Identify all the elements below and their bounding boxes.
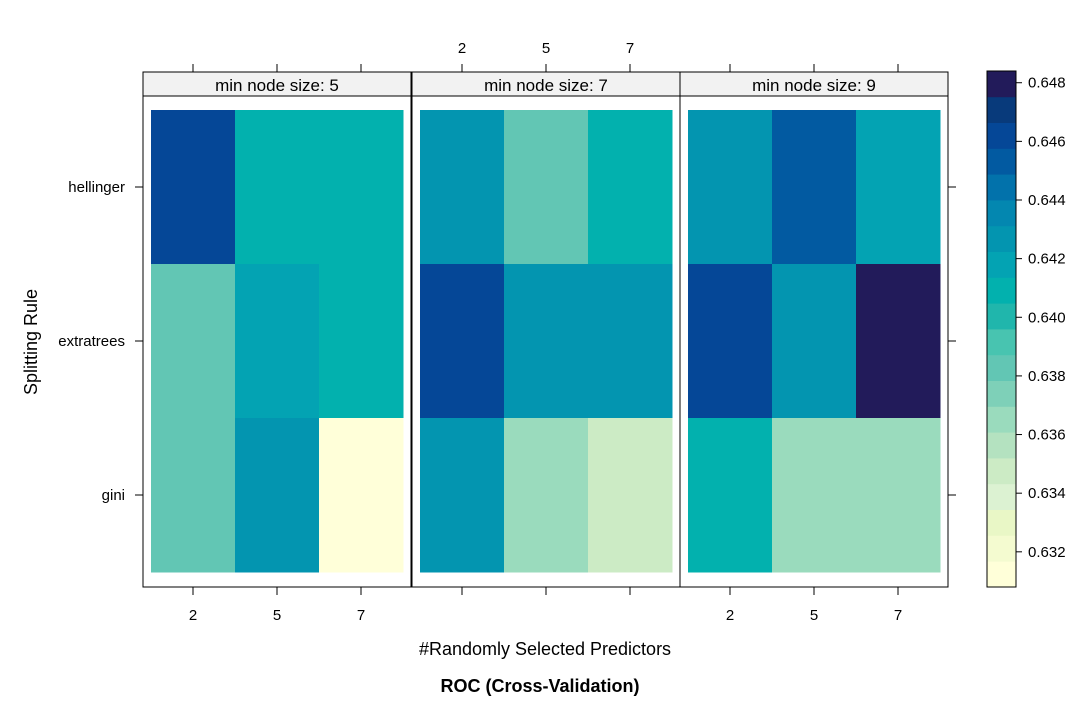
heatmap-cells	[151, 110, 941, 573]
x-tick-label-top: 7	[626, 40, 634, 57]
colorbar-segment	[987, 122, 1016, 149]
heat-cell-3-hellinger-2	[688, 110, 773, 265]
x-tick-label-bottom: 5	[273, 607, 281, 624]
panel-strip-label-2: min node size: 7	[484, 76, 608, 95]
x-tick-label-bottom: 5	[810, 607, 818, 624]
panel-strip-1	[142, 71, 412, 97]
colorbar-segment	[987, 251, 1016, 278]
x-tick-label-bottom: 7	[357, 607, 365, 624]
y-axis-label: Splitting Rule	[21, 289, 41, 395]
colorbar-tick-label: 0.646	[1028, 133, 1066, 150]
colorbar-segment	[987, 225, 1016, 252]
heat-cell-1-hellinger-7	[319, 110, 404, 265]
colorbar-tick-label: 0.644	[1028, 192, 1066, 209]
x-axis-label: #Randomly Selected Predictors	[419, 639, 671, 659]
colorbar-tick-label: 0.648	[1028, 75, 1066, 92]
heat-cell-1-gini-7	[319, 418, 404, 573]
colorbar-tick-label: 0.642	[1028, 251, 1066, 268]
colorbar-segment	[987, 535, 1016, 562]
axes: 2 5 7 2 5 7 2 5 7 hellinger extratrees gini	[58, 40, 956, 624]
colorbar-segment	[987, 458, 1016, 485]
colorbar-segment	[987, 96, 1016, 123]
colorbar-segment	[987, 483, 1016, 510]
heat-cell-1-extratrees-2	[151, 264, 236, 419]
colorbar-tick-label: 0.634	[1028, 485, 1066, 502]
heat-cell-2-gini-7	[588, 418, 673, 573]
colorbar-segment	[987, 406, 1016, 433]
y-tick-label-hellinger: hellinger	[68, 179, 125, 196]
heat-cell-1-hellinger-2	[151, 110, 236, 265]
colorbar-segment	[987, 174, 1016, 201]
heat-cell-3-gini-5	[772, 418, 857, 573]
heat-cell-3-gini-7	[856, 418, 941, 573]
heat-cell-2-extratrees-7	[588, 264, 673, 419]
heat-cell-1-extratrees-5	[235, 264, 320, 419]
x-tick-label-top: 2	[458, 40, 466, 57]
colorbar-segment	[987, 354, 1016, 381]
colorbar-segment	[987, 509, 1016, 536]
y-tick-label-extratrees: extratrees	[58, 333, 125, 350]
heat-cell-3-extratrees-2	[688, 264, 773, 419]
x-tick-label-bottom: 2	[726, 607, 734, 624]
x-tick-label-top: 5	[542, 40, 550, 57]
chart-title: ROC (Cross-Validation)	[440, 676, 639, 696]
heat-cell-1-gini-2	[151, 418, 236, 573]
panel-strip-2	[411, 71, 681, 97]
panel-strip-label-3: min node size: 9	[752, 76, 876, 95]
x-tick-label-bottom: 7	[894, 607, 902, 624]
heat-cell-1-hellinger-5	[235, 110, 320, 265]
colorbar-segment	[987, 71, 1016, 98]
heat-cell-2-hellinger-7	[588, 110, 673, 265]
colorbar-segment	[987, 561, 1016, 588]
colorbar-segment	[987, 148, 1016, 175]
heat-cell-1-extratrees-7	[319, 264, 404, 419]
panel-strip-label-1: min node size: 5	[215, 76, 339, 95]
y-tick-label-gini: gini	[102, 487, 125, 504]
colorbar-tick-label: 0.638	[1028, 368, 1066, 385]
heat-cell-3-extratrees-5	[772, 264, 857, 419]
heat-cell-2-hellinger-5	[504, 110, 589, 265]
heat-cell-2-extratrees-5	[504, 264, 589, 419]
colorbar: 0.632 0.634 0.636 0.638 0.640 0.642 0.644 0.646…	[986, 70, 1066, 588]
colorbar-segment	[987, 277, 1016, 304]
colorbar-segment	[987, 432, 1016, 459]
colorbar-segment	[987, 329, 1016, 356]
heat-cell-2-extratrees-2	[420, 264, 505, 419]
colorbar-tick-label: 0.640	[1028, 309, 1066, 326]
colorbar-segment	[987, 380, 1016, 407]
heat-cell-1-gini-5	[235, 418, 320, 573]
heat-cell-3-extratrees-7	[856, 264, 941, 419]
panel-strips: min node size: 5 min node size: 7 min node…	[142, 71, 949, 97]
colorbar-tick-label: 0.636	[1028, 427, 1066, 444]
heat-cell-2-gini-2	[420, 418, 505, 573]
heat-cell-3-hellinger-5	[772, 110, 857, 265]
colorbar-tick-label: 0.632	[1028, 544, 1066, 561]
heat-cell-3-hellinger-7	[856, 110, 941, 265]
colorbar-segment	[987, 303, 1016, 330]
heat-cell-2-hellinger-2	[420, 110, 505, 265]
x-tick-label-bottom: 2	[189, 607, 197, 624]
heat-cell-2-gini-5	[504, 418, 589, 573]
heat-cell-3-gini-2	[688, 418, 773, 573]
colorbar-frame	[986, 70, 1017, 588]
colorbar-segment	[987, 200, 1016, 227]
